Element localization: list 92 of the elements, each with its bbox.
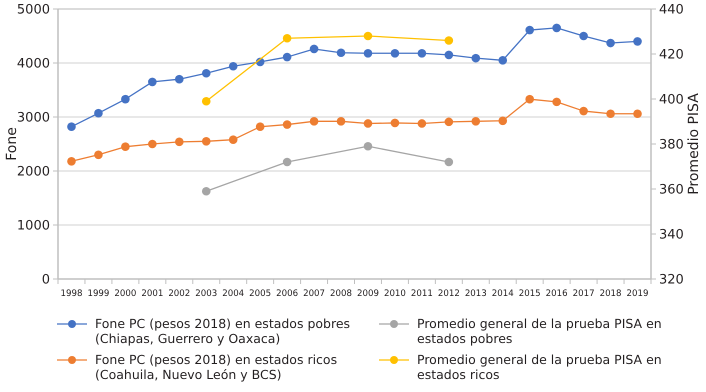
point <box>121 94 130 104</box>
point <box>471 54 480 62</box>
point <box>67 122 76 132</box>
y-tick-label: 2000 <box>16 164 50 180</box>
x-tick-label: 2003 <box>195 289 218 299</box>
point <box>174 138 184 146</box>
x-tick-label: 2009 <box>357 289 380 299</box>
point <box>310 117 318 126</box>
point <box>228 62 238 71</box>
x-tick-label: 2005 <box>249 289 272 299</box>
x-tick-label: 2002 <box>168 289 192 299</box>
point <box>282 158 292 166</box>
y2-tick-label: 440 <box>659 2 684 18</box>
y2-tick-label: 420 <box>659 48 684 63</box>
point <box>202 186 211 196</box>
point <box>444 36 454 45</box>
point <box>633 109 642 118</box>
point <box>579 32 588 40</box>
legend-label: Fone PC (pesos 2018) en estados ricos (Coahuila, Nuevo León y BCS) <box>95 352 338 382</box>
point <box>202 96 211 106</box>
point <box>498 56 508 65</box>
point <box>364 142 372 151</box>
y-tick-label: 0 <box>42 272 50 288</box>
point <box>94 108 103 118</box>
point <box>525 94 534 104</box>
x-tick-label: 2012 <box>438 289 461 299</box>
point <box>282 120 292 129</box>
x-tick-label: 2013 <box>464 289 488 299</box>
x-tick-label: 2018 <box>600 289 622 299</box>
x-tick-label: 2019 <box>626 289 650 299</box>
y2-tick-label: 340 <box>659 228 684 243</box>
x-tick-label: 2015 <box>518 289 542 299</box>
point <box>364 32 372 40</box>
point <box>282 52 292 62</box>
point <box>336 48 346 58</box>
x-tick-label: 2004 <box>222 289 246 299</box>
x-tick-label: 2010 <box>384 289 407 299</box>
point <box>148 140 157 148</box>
x-tick-label: 2011 <box>410 289 434 299</box>
x-tick-label: 2016 <box>546 289 569 299</box>
point <box>444 50 454 60</box>
point <box>67 156 76 166</box>
point <box>202 137 211 146</box>
point <box>202 68 211 78</box>
x-tick-label: 2001 <box>141 289 164 299</box>
point <box>418 119 426 128</box>
point <box>174 74 184 84</box>
y-axis-title: Fone <box>4 127 20 161</box>
x-tick-label: 2008 <box>330 289 353 299</box>
x-tick-label: 2014 <box>492 289 515 299</box>
point <box>579 106 588 116</box>
point <box>444 118 454 126</box>
point <box>418 48 426 58</box>
point <box>606 109 615 118</box>
y2-tick-label: 320 <box>659 272 684 288</box>
point <box>310 44 318 54</box>
point <box>364 48 372 58</box>
x-tick-label: 2017 <box>572 289 596 299</box>
x-tick-label: 2000 <box>114 289 138 299</box>
point <box>121 142 130 151</box>
y-tick-label: 4000 <box>16 56 50 72</box>
point <box>552 24 561 32</box>
point <box>633 37 642 46</box>
y2-tick-label: 380 <box>659 138 684 153</box>
legend-label: Promedio general de la prueba PISA en estados ricos <box>417 352 662 382</box>
y-tick-label: 5000 <box>16 2 50 18</box>
y-tick-label: 1000 <box>16 218 50 234</box>
point <box>606 38 615 48</box>
y2-tick-label: 360 <box>659 182 684 198</box>
x-tick-label: 2007 <box>303 289 326 299</box>
legend-label: Fone PC (pesos 2018) en estados pobres (Chiapas, Guerrero y Oaxaca) <box>95 316 350 346</box>
point <box>94 150 103 160</box>
x-tick-label: 2006 <box>276 289 300 299</box>
x-tick-label: 1998 <box>60 289 84 299</box>
point <box>390 118 400 128</box>
point <box>364 119 372 128</box>
point <box>552 98 561 106</box>
y-tick-label: 3000 <box>16 110 50 126</box>
point <box>498 116 508 126</box>
y2-tick-label: 400 <box>659 92 684 108</box>
point <box>228 135 238 144</box>
y2-axis-title: Promedio PISA <box>686 92 702 195</box>
x-tick-label: 1999 <box>87 289 110 299</box>
point <box>256 122 264 132</box>
point <box>471 117 480 126</box>
point <box>525 26 534 34</box>
point <box>444 158 454 166</box>
point <box>282 34 292 43</box>
point <box>148 78 157 86</box>
legend-label: Promedio general de la prueba PISA en estados pobres <box>417 316 662 346</box>
point <box>336 117 346 126</box>
point <box>390 48 400 58</box>
